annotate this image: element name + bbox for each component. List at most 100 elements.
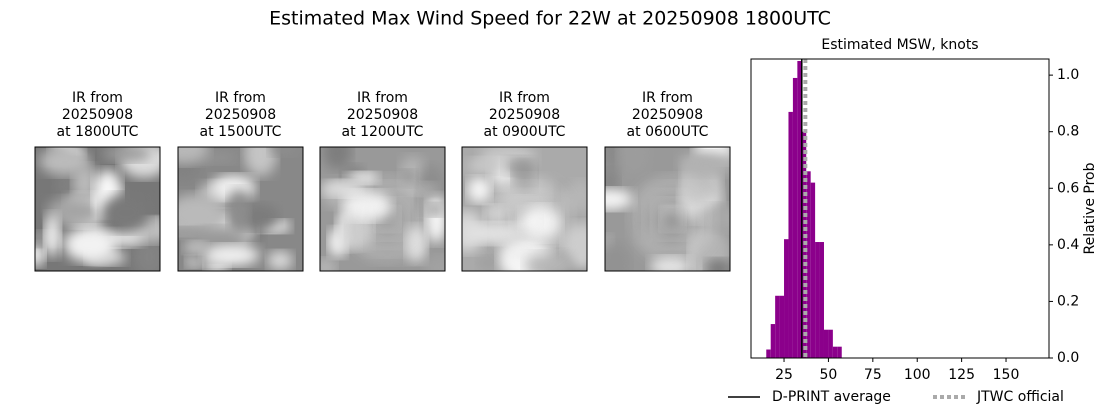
panel-caption: at 1500UTC: [200, 124, 282, 140]
bar: [775, 295, 780, 358]
ir-image: [177, 146, 304, 272]
ir-content: [35, 147, 160, 271]
x-tick-label: 150: [993, 367, 1020, 383]
bar: [766, 349, 771, 358]
swirl: [644, 191, 701, 247]
panel-caption: IR from: [215, 90, 266, 106]
legend-label: JTWC official: [976, 389, 1064, 405]
x-tick-label: 125: [948, 367, 975, 383]
ir-content: [462, 147, 587, 271]
bar: [788, 111, 793, 358]
swirl: [651, 198, 694, 240]
swirl: [658, 205, 687, 233]
swirl: [630, 177, 715, 261]
x-tick-label: 100: [904, 367, 931, 383]
swirl: [515, 205, 544, 233]
cloud: [132, 236, 160, 271]
panel-caption: 20250908: [632, 107, 703, 123]
cloud: [185, 255, 203, 269]
y-tick-label: 1.0: [1057, 67, 1079, 83]
panel-caption: 20250908: [347, 107, 418, 123]
bar: [784, 239, 789, 358]
panel-caption: at 1200UTC: [342, 124, 424, 140]
ir-image: [319, 146, 446, 272]
swirl: [494, 184, 565, 254]
cloud: [101, 193, 151, 232]
y-tick-label: 0.4: [1057, 237, 1079, 253]
panel-caption: IR from: [72, 90, 123, 106]
legend-label: D-PRINT average: [772, 389, 891, 405]
cloud: [320, 258, 337, 271]
ir-image: [34, 146, 161, 272]
cloud: [322, 147, 353, 170]
panel-frame: [461, 146, 588, 272]
cloud: [424, 255, 445, 271]
panel-caption: IR from: [357, 90, 408, 106]
cloud: [178, 193, 225, 236]
bar: [823, 329, 829, 358]
y-tick-label: 0.0: [1057, 350, 1079, 366]
panel-caption: 20250908: [489, 107, 560, 123]
x-tick-label: 25: [775, 367, 793, 383]
panel-caption: at 1800UTC: [57, 124, 139, 140]
ir-image: [461, 146, 588, 272]
cloud: [705, 258, 730, 271]
cloud: [564, 180, 587, 213]
x-tick-label: 75: [864, 367, 882, 383]
cloud: [227, 188, 250, 236]
ir-content: [178, 147, 303, 271]
y-tick-label: 0.2: [1057, 293, 1079, 309]
cloud: [425, 203, 443, 217]
figure-title: Estimated Max Wind Speed for 22W at 2025…: [269, 8, 831, 30]
bar: [797, 60, 802, 358]
bar: [819, 242, 824, 358]
ir-content: [320, 147, 445, 271]
swirl: [637, 184, 708, 254]
cloud: [605, 242, 631, 271]
cloud: [269, 147, 302, 157]
cloud: [203, 244, 260, 266]
y-axis-label: Relative Prob: [1082, 162, 1098, 254]
swirl: [373, 205, 402, 233]
chart-title: Estimated MSW, knots: [821, 37, 978, 53]
axes-frame: [750, 58, 1050, 359]
swirl: [352, 184, 423, 254]
bar: [837, 346, 842, 358]
bar: [779, 295, 785, 358]
bar: [832, 346, 838, 358]
x-tick-label: 50: [820, 367, 838, 383]
swirl: [508, 198, 551, 240]
panel-frame: [319, 146, 446, 272]
swirl: [359, 191, 416, 247]
cloud: [466, 157, 502, 175]
cloud: [46, 196, 102, 227]
swirl: [501, 191, 558, 247]
ir-content: [605, 147, 730, 271]
swirl: [345, 177, 430, 261]
panel-caption: 20250908: [62, 107, 133, 123]
cloud: [512, 160, 537, 191]
cloud: [243, 147, 278, 177]
cloud: [617, 147, 650, 175]
bar: [770, 324, 776, 358]
bar: [828, 329, 833, 358]
panel-caption: IR from: [499, 90, 550, 106]
panel-frame: [177, 146, 304, 272]
y-tick-label: 0.8: [1057, 124, 1079, 140]
swirl: [487, 177, 572, 261]
cloud: [35, 242, 45, 267]
ir-image: [604, 146, 731, 272]
cloud: [183, 240, 208, 254]
cloud: [64, 226, 116, 263]
cloud: [178, 147, 209, 165]
panel-frame: [34, 146, 161, 272]
cloud: [72, 164, 98, 202]
panel-caption: 20250908: [205, 107, 276, 123]
panel-caption: at 0600UTC: [627, 124, 709, 140]
y-tick-label: 0.6: [1057, 180, 1079, 196]
bar: [810, 182, 816, 358]
cloud: [44, 213, 61, 258]
swirl: [366, 198, 409, 240]
cloud: [102, 147, 152, 162]
panel-caption: at 0900UTC: [484, 124, 566, 140]
